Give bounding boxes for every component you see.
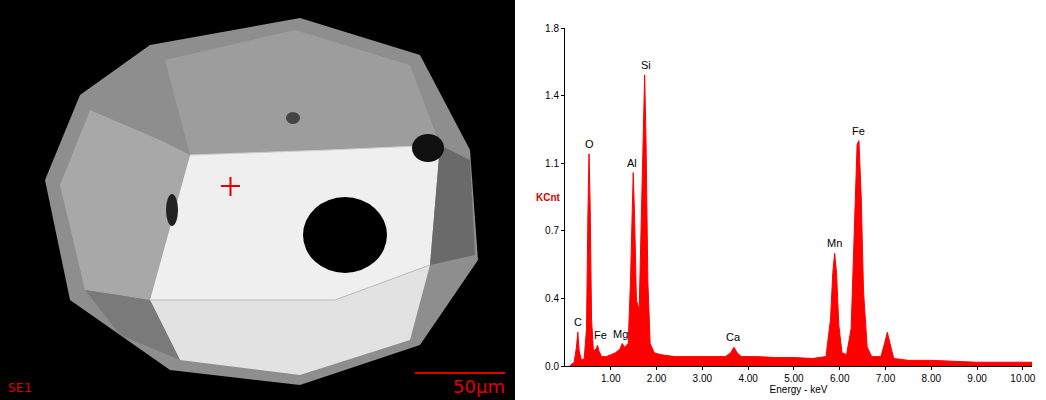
svg-text:3.00: 3.00 [693,373,713,384]
svg-text:KCnt: KCnt [536,192,561,203]
svg-text:1.1: 1.1 [545,158,559,169]
svg-text:50µm: 50µm [453,376,505,397]
svg-text:Si: Si [641,59,651,71]
svg-text:0.0: 0.0 [545,361,559,372]
svg-text:4.00: 4.00 [738,373,758,384]
svg-text:8.00: 8.00 [922,373,942,384]
svg-text:Mg: Mg [613,328,628,340]
svg-text:C: C [574,316,582,328]
svg-text:Fe: Fe [852,125,865,137]
svg-text:Energy - keV: Energy - keV [770,384,828,395]
svg-text:10.00: 10.00 [1010,373,1035,384]
svg-text:Al: Al [627,157,637,169]
svg-text:Mn: Mn [827,237,842,249]
svg-text:O: O [585,138,594,150]
svg-text:9.00: 9.00 [967,373,987,384]
svg-text:Ca: Ca [726,331,741,343]
svg-text:2.00: 2.00 [647,373,667,384]
svg-text:7.00: 7.00 [876,373,896,384]
svg-text:SE1: SE1 [8,380,31,395]
svg-text:Fe: Fe [594,329,607,341]
svg-text:5.00: 5.00 [784,373,804,384]
svg-text:6.00: 6.00 [830,373,850,384]
svg-text:0.4: 0.4 [545,293,559,304]
svg-text:0.7: 0.7 [545,225,559,236]
svg-text:1.8: 1.8 [545,23,559,34]
svg-text:1.00: 1.00 [601,373,621,384]
svg-text:1.4: 1.4 [545,90,559,101]
